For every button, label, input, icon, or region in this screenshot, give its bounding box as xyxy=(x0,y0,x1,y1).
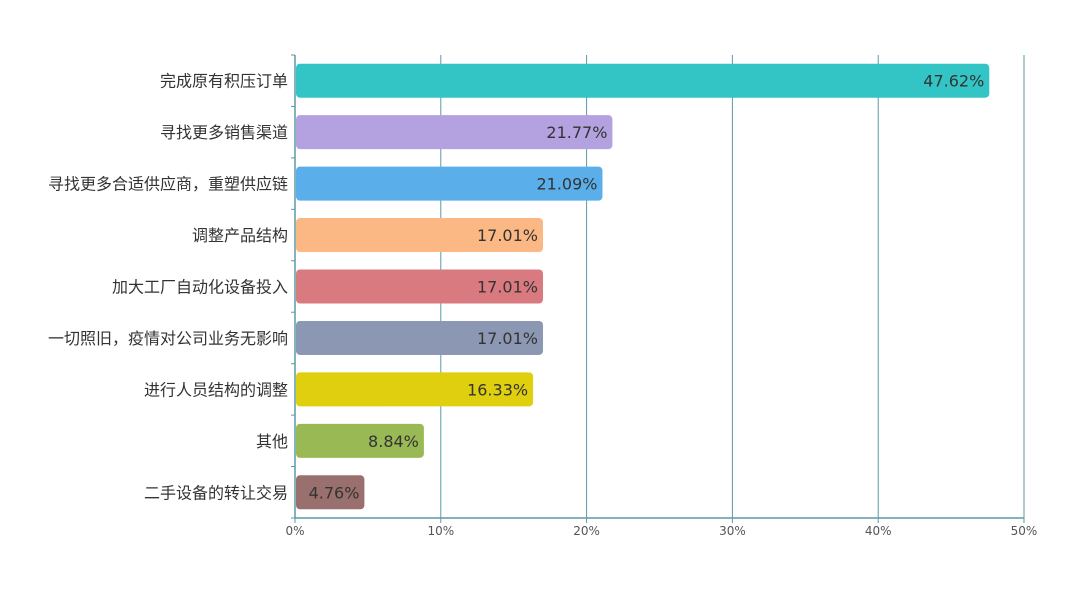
value-label: 21.09% xyxy=(536,175,597,194)
value-label: 8.84% xyxy=(368,432,419,451)
value-label: 4.76% xyxy=(309,483,360,502)
bars xyxy=(296,63,990,510)
category-label: 其他 xyxy=(256,432,288,451)
value-label: 16.33% xyxy=(467,380,528,399)
x-tick-label: 10% xyxy=(427,524,454,538)
category-label: 完成原有积压订单 xyxy=(160,72,288,91)
x-tick-label: 0% xyxy=(285,524,304,538)
bar xyxy=(296,218,544,253)
x-tick-label: 50% xyxy=(1011,524,1038,538)
category-label: 二手设备的转让交易 xyxy=(144,483,288,502)
bar xyxy=(296,475,365,510)
bar xyxy=(296,372,534,407)
bar xyxy=(296,115,613,150)
bar xyxy=(296,423,424,458)
bar xyxy=(296,166,603,201)
value-label: 17.01% xyxy=(477,226,538,245)
value-label: 17.01% xyxy=(477,278,538,297)
category-label: 调整产品结构 xyxy=(192,226,288,245)
x-tick-label: 20% xyxy=(573,524,600,538)
value-label: 21.77% xyxy=(546,123,607,142)
x-tick-label: 40% xyxy=(865,524,892,538)
axes xyxy=(291,54,1025,523)
bar xyxy=(296,63,990,98)
value-label: 47.62% xyxy=(923,72,984,91)
category-label: 寻找更多销售渠道 xyxy=(160,123,288,142)
x-tick-label: 30% xyxy=(719,524,746,538)
labels: 0% 10% 20% 30% 40% 50% 完成原有积压订单 47.62% 寻找更多销售渠道 2… xyxy=(48,72,1037,538)
category-label: 一切照旧，疫情对公司业务无影响 xyxy=(48,329,288,348)
category-label: 加大工厂自动化设备投入 xyxy=(112,278,288,297)
value-label: 17.01% xyxy=(477,329,538,348)
category-label: 进行人员结构的调整 xyxy=(144,380,288,399)
bar xyxy=(296,320,544,355)
bar xyxy=(296,269,544,304)
category-label: 寻找更多合适供应商，重塑供应链 xyxy=(48,175,288,194)
